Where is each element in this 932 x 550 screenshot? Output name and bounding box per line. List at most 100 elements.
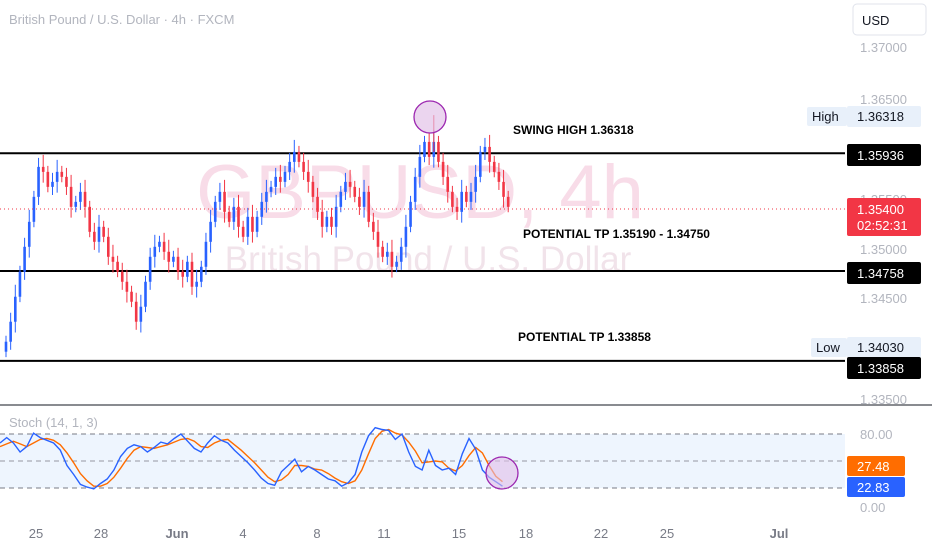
- candle-body: [181, 271, 184, 277]
- candle-body: [441, 161, 445, 177]
- candle-body: [348, 181, 352, 187]
- price-tick: 1.34500: [860, 291, 907, 306]
- candle-body: [451, 191, 454, 207]
- candle-body: [469, 191, 473, 202]
- candle-body: [120, 271, 124, 282]
- candle-body: [381, 246, 384, 257]
- candle-body: [330, 216, 333, 227]
- low-value-box: [847, 337, 921, 358]
- level-badge-2[interactable]: [847, 262, 921, 284]
- candle-body: [88, 206, 91, 232]
- candle-body: [302, 161, 305, 172]
- stoch-k-value: 27.48: [857, 459, 890, 474]
- candle-body: [162, 241, 166, 252]
- time-label: 25: [29, 526, 43, 541]
- candle-body: [158, 241, 161, 247]
- swing-high-marker[interactable]: [413, 100, 447, 134]
- candle-body: [320, 211, 324, 227]
- time-label: 18: [519, 526, 533, 541]
- candle-body: [255, 216, 259, 232]
- candle-body: [144, 281, 147, 307]
- candle-body: [418, 156, 422, 177]
- symbol-title[interactable]: British Pound / U.S. Dollar · 4h · FXCM: [9, 12, 234, 27]
- candle-body: [339, 191, 343, 207]
- candle-body: [427, 141, 431, 157]
- level-badge-1[interactable]: [847, 144, 921, 166]
- time-label: 25: [660, 526, 674, 541]
- candle-body: [69, 186, 73, 207]
- time-label: 28: [94, 526, 108, 541]
- candle-body: [4, 341, 8, 352]
- time-label: Jun: [165, 526, 188, 541]
- candle-body: [297, 151, 301, 162]
- current-price-badge[interactable]: [847, 198, 921, 236]
- low-value: 1.34030: [857, 340, 904, 355]
- candle-body: [265, 191, 268, 202]
- candle-body: [134, 301, 138, 322]
- time-axis[interactable]: 25 28 Jun 4 8 11 15 18 22 25 Jul: [29, 526, 789, 541]
- candle-body: [390, 251, 394, 267]
- currency-button[interactable]: [852, 3, 927, 36]
- candle-body: [479, 151, 482, 177]
- candle-body: [232, 206, 236, 222]
- candle-body: [23, 246, 26, 272]
- candle-body: [241, 226, 245, 237]
- candle-body: [176, 256, 180, 272]
- candle-body: [344, 181, 347, 192]
- candle-body: [283, 171, 287, 182]
- candle-body: [167, 251, 171, 262]
- tp2-annotation[interactable]: POTENTIAL TP 1.33858: [518, 330, 651, 344]
- candle-body: [437, 141, 440, 162]
- stoch-title[interactable]: Stoch (14, 1, 3): [9, 415, 98, 430]
- stoch-tick-0: 0.00: [860, 500, 885, 515]
- candle-body: [506, 196, 510, 207]
- candle-body: [423, 141, 426, 157]
- candle-body: [399, 246, 403, 262]
- level-badge-3[interactable]: [847, 357, 921, 379]
- stoch-marker[interactable]: [485, 456, 519, 490]
- candle-body: [376, 231, 380, 247]
- candle-body: [386, 251, 389, 257]
- candle-body: [404, 226, 408, 247]
- candle-body: [79, 191, 82, 202]
- stochastic-pane: [0, 426, 845, 490]
- candle-body: [186, 261, 189, 277]
- candle-body: [83, 191, 87, 207]
- tp1-annotation[interactable]: POTENTIAL TP 1.35190 - 1.34750: [523, 227, 710, 241]
- candle-body: [107, 236, 110, 257]
- candle-body: [358, 196, 361, 207]
- candle-body: [148, 256, 152, 282]
- candle-body: [246, 216, 250, 237]
- horizontal-levels: [0, 152, 845, 362]
- candle-body: [111, 256, 115, 262]
- candle-body: [269, 186, 273, 192]
- stoch-d-line: [0, 428, 503, 487]
- candle-body: [18, 271, 22, 297]
- candle-body: [334, 206, 338, 227]
- candle-body: [367, 191, 370, 222]
- candle-body: [306, 171, 310, 182]
- candle-body: [413, 176, 417, 202]
- candle-body: [460, 191, 463, 212]
- price-tick: 1.33500: [860, 392, 907, 407]
- candle-body: [200, 266, 203, 282]
- high-label: High: [812, 109, 839, 124]
- candle-body: [325, 216, 329, 227]
- time-label: 8: [313, 526, 320, 541]
- candlestick-series: [4, 115, 510, 358]
- candle-body: [362, 191, 366, 207]
- stoch-d-badge: [847, 477, 905, 497]
- candle-body: [237, 206, 240, 227]
- candle-body: [279, 176, 282, 182]
- candle-body: [293, 151, 296, 162]
- level-badge-3-text: 1.33858: [857, 361, 904, 376]
- candle-body: [102, 226, 105, 237]
- swing-high-annotation[interactable]: SWING HIGH 1.36318: [513, 123, 634, 137]
- candle-body: [27, 221, 31, 247]
- current-price-value: 1.35400: [857, 202, 904, 217]
- stoch-k-line: [0, 426, 503, 490]
- candle-body: [395, 261, 398, 267]
- price-tick: 1.37000: [860, 40, 907, 55]
- candle-body: [125, 281, 129, 292]
